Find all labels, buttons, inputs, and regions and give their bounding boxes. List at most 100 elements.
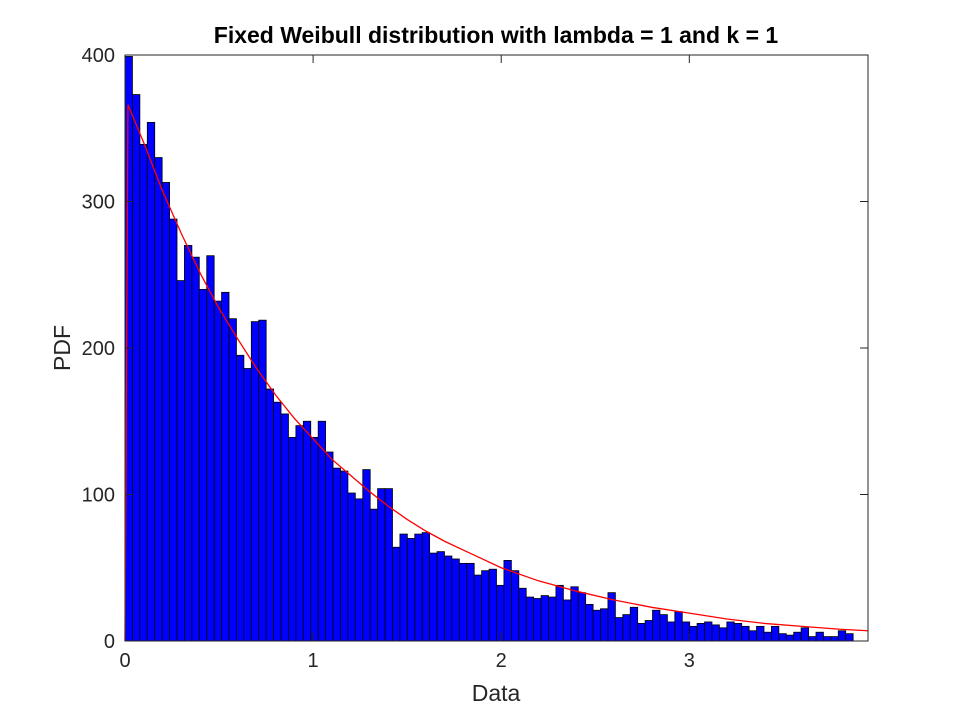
y-tick-label: 200: [82, 338, 115, 360]
histogram-bar: [652, 609, 661, 642]
histogram-bar: [265, 388, 275, 642]
histogram-bar: [406, 538, 416, 642]
histogram-bar: [629, 606, 639, 642]
histogram-bar: [719, 627, 728, 642]
y-tick-labels: 0 100 200 300 400: [82, 45, 115, 653]
histogram-bar: [161, 182, 170, 642]
histogram-bar: [800, 627, 809, 642]
histogram-bar: [399, 533, 408, 642]
histogram-bar: [384, 488, 393, 642]
histogram-bar: [674, 611, 683, 642]
histogram-bar: [340, 470, 349, 642]
histogram-bar: [444, 555, 453, 642]
histogram-bar: [354, 498, 364, 642]
x-tick-labels: 0 1 2 3: [119, 650, 694, 672]
histogram-bar: [169, 218, 178, 642]
histogram-bar: [533, 598, 542, 642]
histogram-bar: [659, 614, 668, 642]
histogram-bar: [466, 562, 475, 642]
histogram-bar: [548, 596, 557, 642]
histogram-bar: [637, 623, 646, 642]
chart-title: Fixed Weibull distribution with lambda =…: [214, 22, 779, 48]
histogram-bar: [176, 280, 185, 642]
histogram-bar: [622, 614, 631, 642]
fit-curve: [124, 104, 869, 642]
histogram-bar: [741, 625, 750, 642]
histogram-bar: [711, 624, 720, 642]
histogram-bar: [666, 621, 676, 642]
histogram-bar: [481, 570, 490, 642]
y-axis-label: PDF: [49, 325, 75, 371]
histogram-bar: [473, 574, 483, 642]
histogram-bar: [555, 584, 564, 642]
histogram-bar: [347, 492, 356, 642]
histogram-bar: [221, 291, 230, 642]
histogram-bar: [429, 552, 438, 642]
histogram-bar: [696, 623, 705, 642]
histogram-bar: [771, 625, 780, 642]
histogram-bar: [295, 425, 304, 642]
histogram-bar: [763, 631, 772, 642]
histogram-bar: [414, 533, 423, 642]
histogram-bar: [540, 595, 549, 642]
histogram-bar: [600, 608, 609, 642]
histogram-bar: [198, 288, 208, 642]
x-tick-label: 1: [308, 650, 319, 672]
x-tick-label: 2: [496, 650, 507, 672]
histogram-bar: [845, 633, 854, 642]
histogram-bar: [325, 451, 334, 642]
histogram-bar: [793, 631, 802, 642]
histogram-bar: [830, 636, 839, 642]
y-tick-label: 400: [82, 45, 115, 67]
histogram-bar: [377, 488, 386, 642]
histogram-bar: [837, 630, 847, 642]
histogram-bar: [154, 157, 163, 642]
histogram-bar: [191, 256, 200, 642]
x-axis-label: Data: [472, 680, 521, 706]
histogram-bar: [815, 631, 824, 642]
histogram-bar: [236, 354, 245, 642]
histogram-bar: [288, 436, 297, 642]
histogram-bar: [585, 603, 594, 642]
histogram-bar: [503, 560, 512, 642]
histogram-bar: [310, 436, 319, 642]
histogram-bar: [577, 592, 587, 642]
histogram-bar: [458, 562, 468, 642]
histogram-bar: [317, 420, 327, 642]
histogram-bar: [748, 630, 757, 642]
histogram-bar: [681, 621, 691, 642]
histogram-bar: [184, 245, 193, 642]
histogram-bar: [525, 596, 535, 642]
histogram-bar: [518, 587, 527, 642]
histogram-bar: [132, 94, 141, 642]
histogram-bar: [785, 634, 795, 642]
histogram-bar: [332, 467, 341, 642]
histogram-bar: [689, 625, 698, 642]
histogram-bar: [733, 623, 743, 642]
histogram-bar: [146, 121, 156, 642]
x-tick-label: 0: [119, 650, 130, 672]
histogram-bar: [436, 551, 445, 642]
histogram-bar: [496, 584, 505, 642]
histogram-bar: [139, 143, 148, 642]
histogram-bar: [704, 621, 713, 642]
histogram-bar: [392, 546, 401, 642]
histogram-bar: [369, 508, 379, 642]
y-tick-label: 300: [82, 192, 115, 214]
histogram-bar: [213, 300, 222, 642]
histogram-bar: [228, 318, 237, 642]
histogram-bar: [592, 609, 601, 642]
histogram-bar: [726, 621, 735, 642]
y-tick-label: 100: [82, 485, 115, 507]
histogram-bar: [362, 469, 371, 642]
histogram-bar: [562, 599, 572, 642]
histogram-bar: [823, 636, 832, 642]
histogram-bar: [280, 413, 289, 642]
histogram-bar: [451, 558, 460, 642]
histogram-bar: [243, 368, 252, 642]
ticks-group: [124, 54, 868, 642]
histogram-bar: [488, 568, 497, 642]
histogram-bar: [778, 633, 787, 642]
histogram-bar: [510, 570, 520, 642]
